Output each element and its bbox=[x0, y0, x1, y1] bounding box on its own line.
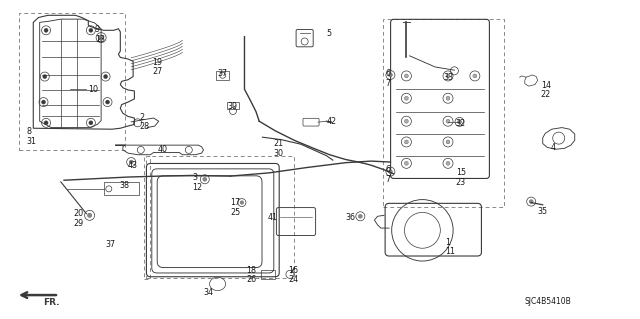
Bar bbox=[216, 71, 229, 80]
Text: 34: 34 bbox=[204, 288, 214, 297]
Text: 43: 43 bbox=[128, 161, 138, 170]
Text: 36: 36 bbox=[346, 213, 356, 222]
Bar bbox=[227, 102, 239, 109]
Bar bbox=[144, 156, 150, 279]
Text: 40: 40 bbox=[157, 145, 168, 154]
Circle shape bbox=[42, 100, 45, 104]
Circle shape bbox=[446, 140, 450, 144]
Bar bbox=[104, 182, 139, 195]
Text: 33: 33 bbox=[444, 73, 454, 82]
Circle shape bbox=[404, 161, 408, 165]
Text: 20
29: 20 29 bbox=[74, 209, 84, 228]
Circle shape bbox=[89, 121, 93, 125]
Text: 35: 35 bbox=[538, 207, 548, 216]
Text: SJC4B5410B: SJC4B5410B bbox=[525, 297, 572, 306]
Text: 2
28: 2 28 bbox=[140, 113, 150, 131]
Text: 9
13: 9 13 bbox=[95, 25, 105, 44]
Circle shape bbox=[404, 96, 408, 100]
Text: 37: 37 bbox=[106, 240, 116, 249]
Text: 6
7: 6 7 bbox=[385, 69, 390, 88]
Circle shape bbox=[358, 214, 362, 218]
Circle shape bbox=[446, 74, 450, 78]
Circle shape bbox=[404, 119, 408, 123]
Text: 16
24: 16 24 bbox=[289, 266, 299, 285]
Circle shape bbox=[529, 200, 533, 204]
Circle shape bbox=[89, 28, 93, 32]
Circle shape bbox=[388, 73, 392, 77]
Circle shape bbox=[240, 201, 244, 204]
Text: 15
23: 15 23 bbox=[456, 168, 466, 187]
Circle shape bbox=[106, 100, 109, 104]
Circle shape bbox=[99, 35, 104, 40]
Circle shape bbox=[404, 140, 408, 144]
Text: 32: 32 bbox=[456, 119, 466, 128]
Text: 5: 5 bbox=[326, 29, 332, 38]
Circle shape bbox=[446, 161, 450, 165]
Text: 42: 42 bbox=[326, 117, 337, 126]
Bar bbox=[261, 270, 275, 279]
Circle shape bbox=[446, 119, 450, 123]
Text: 3
12: 3 12 bbox=[192, 173, 202, 192]
Text: 4: 4 bbox=[550, 143, 556, 152]
Circle shape bbox=[388, 170, 392, 174]
Text: 19
27: 19 27 bbox=[152, 58, 163, 76]
Circle shape bbox=[44, 121, 48, 125]
Text: 10: 10 bbox=[88, 85, 99, 94]
Text: FR.: FR. bbox=[44, 298, 60, 307]
Text: 18
26: 18 26 bbox=[246, 266, 257, 285]
Text: 41: 41 bbox=[268, 213, 278, 222]
Circle shape bbox=[104, 75, 108, 78]
Text: 6
7: 6 7 bbox=[385, 165, 390, 184]
Circle shape bbox=[129, 160, 133, 164]
Circle shape bbox=[404, 74, 408, 78]
Text: 21
30: 21 30 bbox=[273, 139, 284, 158]
Circle shape bbox=[44, 28, 48, 32]
Bar bbox=[19, 13, 125, 150]
Text: 1
11: 1 11 bbox=[445, 238, 455, 256]
Text: 38: 38 bbox=[120, 181, 130, 190]
Text: 8
31: 8 31 bbox=[27, 127, 37, 146]
Text: 14
22: 14 22 bbox=[541, 81, 551, 99]
Circle shape bbox=[43, 75, 47, 78]
Text: 17
25: 17 25 bbox=[230, 198, 241, 217]
Circle shape bbox=[203, 177, 207, 181]
Circle shape bbox=[473, 74, 477, 78]
Bar bbox=[383, 19, 504, 207]
Circle shape bbox=[88, 213, 92, 218]
Circle shape bbox=[446, 96, 450, 100]
Text: 37: 37 bbox=[218, 69, 228, 78]
Text: 39: 39 bbox=[227, 102, 237, 111]
Circle shape bbox=[458, 120, 461, 124]
Bar bbox=[146, 156, 294, 278]
